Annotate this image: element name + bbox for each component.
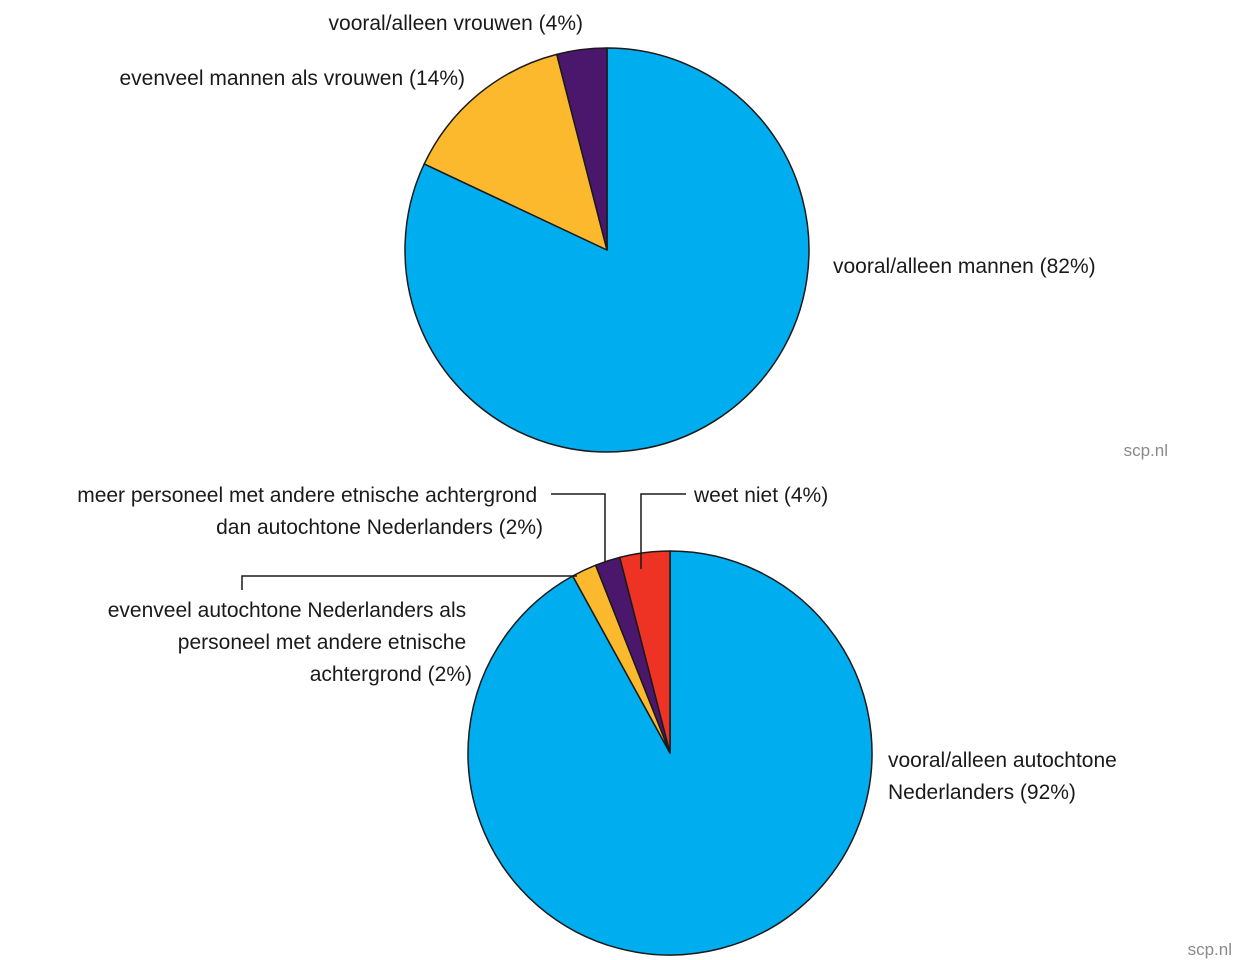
label-autochtone: vooral/alleen autochtone Nederlanders (9… (888, 749, 1123, 804)
pie1-slice-1 (423, 53, 608, 251)
pie2-slice-3 (619, 550, 671, 754)
pie-chart-gender (404, 47, 810, 453)
label-vrouwen: vooral/alleen vrouwen (4%) (329, 12, 583, 35)
leader-line-evenveel (241, 575, 577, 590)
label-weet-niet: weet niet (4%) (693, 484, 828, 507)
label-mannen: vooral/alleen mannen (82%) (833, 255, 1096, 278)
leader-line-weet-niet (640, 493, 686, 569)
pie1-slice-2 (556, 47, 608, 251)
label-meer-line2: dan autochtone Nederlanders (2%) (216, 516, 543, 539)
label-meer-line1: meer personeel met andere etnische achte… (77, 484, 537, 507)
label-autochtone-line1: vooral/alleen autochtone (888, 749, 1117, 772)
source-label-2: scp.nl (1188, 940, 1232, 959)
label-evenveel-line3: achtergrond (2%) (310, 663, 472, 686)
label-evenveel-line2: personeel met andere etnische (178, 631, 466, 654)
label-evenveel-autochtone: evenveel autochtone Nederlanders als per… (108, 599, 472, 686)
label-evenveel-line1: evenveel autochtone Nederlanders als (108, 599, 466, 622)
label-meer-personeel: meer personeel met andere etnische achte… (77, 484, 543, 539)
pie-chart-ethnicity (467, 550, 873, 956)
label-autochtone-line2: Nederlanders (92%) (888, 781, 1076, 804)
source-label-1: scp.nl (1124, 441, 1168, 460)
label-evenveel-mannen-vrouwen: evenveel mannen als vrouwen (14%) (119, 67, 465, 90)
leader-line-meer-personeel (551, 493, 606, 563)
